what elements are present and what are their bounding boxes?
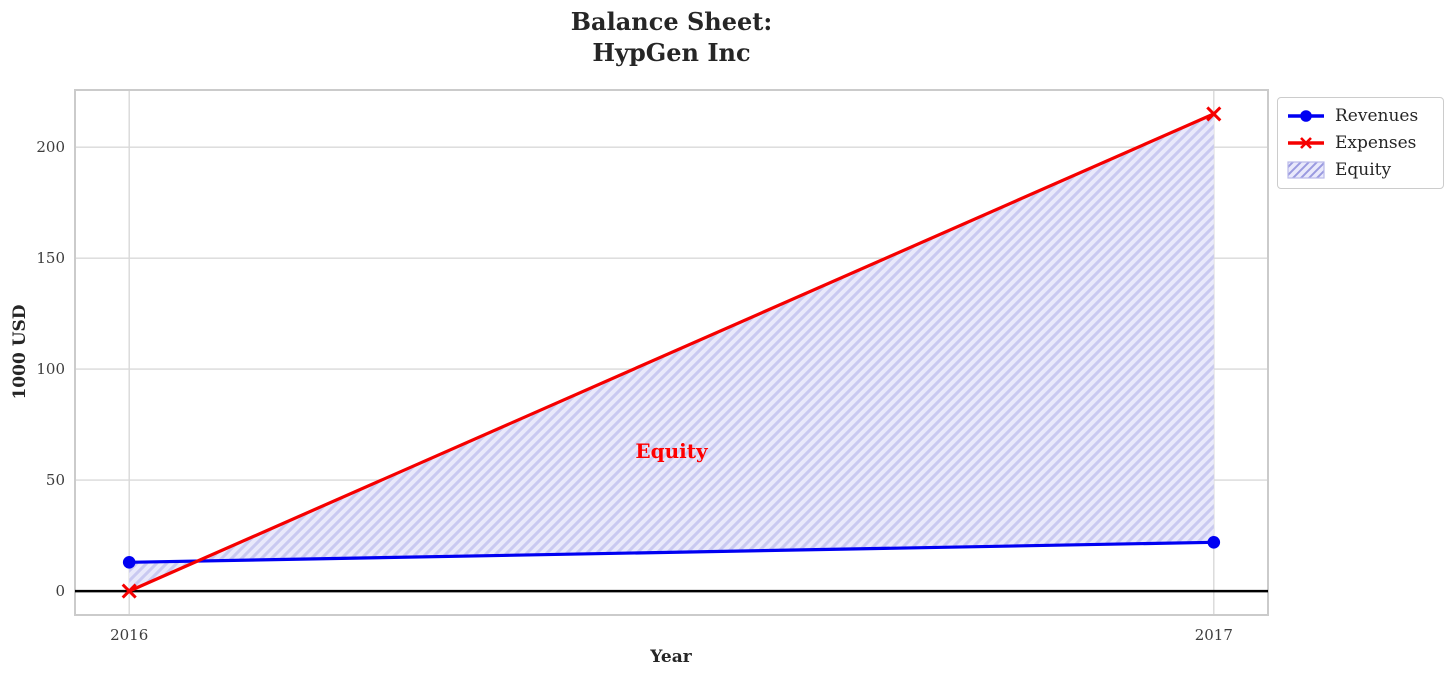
x-axis-label: Year — [650, 647, 692, 667]
revenues-line-icon — [1288, 110, 1324, 122]
legend-label-expenses: Expenses — [1335, 133, 1417, 153]
equity-patch-icon — [1287, 161, 1325, 179]
svg-text:0: 0 — [55, 582, 65, 600]
legend: Revenues Expenses Equity — [1277, 97, 1444, 189]
svg-text:50: 50 — [46, 471, 65, 489]
chart-title-line2: HypGen Inc — [592, 38, 751, 67]
svg-text:200: 200 — [36, 138, 65, 156]
legend-item-expenses: Expenses — [1286, 132, 1434, 154]
legend-item-equity: Equity — [1286, 159, 1434, 181]
expenses-line-icon — [1288, 137, 1324, 149]
y-axis-label: 1000 USD — [10, 304, 30, 400]
svg-text:2017: 2017 — [1195, 626, 1233, 644]
svg-text:150: 150 — [36, 249, 65, 267]
svg-text:2016: 2016 — [110, 626, 148, 644]
legend-label-revenues: Revenues — [1335, 106, 1419, 126]
chart-title: Balance Sheet: HypGen Inc — [75, 6, 1268, 68]
legend-label-equity: Equity — [1335, 160, 1392, 180]
svg-text:100: 100 — [36, 360, 65, 378]
equity-annotation: Equity — [635, 439, 708, 464]
legend-item-revenues: Revenues — [1286, 105, 1434, 127]
chart-title-line1: Balance Sheet: — [570, 7, 773, 36]
